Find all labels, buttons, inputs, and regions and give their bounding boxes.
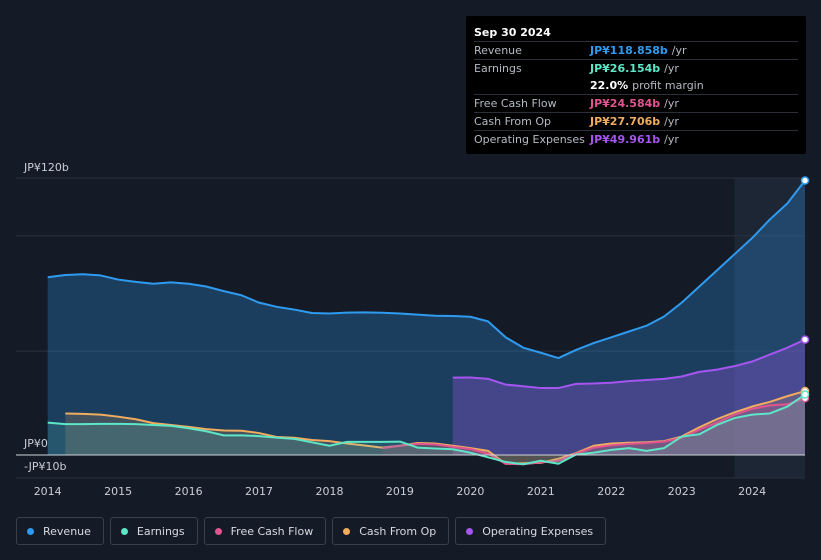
tooltip-row-value: 22.0% [590,79,629,92]
free-cash-flow-area [382,398,805,465]
x-tick-label: 2014 [34,485,62,498]
earnings-area [47,394,806,465]
x-tick-label: 2020 [456,485,484,498]
y-bottom-label: -JP¥10b [24,460,66,473]
y-zero-label: JP¥0 [23,437,48,450]
tooltip-row-label: Revenue [474,44,522,57]
revenue-end-point [800,176,810,185]
earnings-line [47,393,806,466]
tooltip-row: Free Cash Flow JP¥24.584b/yr [474,94,798,112]
tooltip-row-value: JP¥26.154b [590,62,661,75]
tooltip-row: Revenue JP¥118.858b/yr [474,41,798,59]
tooltip-row-unit: /yr [664,115,679,128]
operating-expenses-line [452,338,806,390]
legend-item-earnings[interactable]: Earnings [109,517,198,545]
x-tick-label: 2019 [386,485,414,498]
legend-dot-icon [343,527,351,535]
x-tick-label: 2015 [104,485,132,498]
legend-label: Operating Expenses [482,524,594,538]
tooltip-row-unit: /yr [671,44,687,57]
tooltip-row-value: JP¥118.858b [590,44,668,57]
legend-dot-icon [27,527,34,535]
earnings-end-point [800,390,810,399]
legend: Revenue Earnings Free Cash Flow Cash From O… [16,517,607,545]
tooltip-row: Cash From Op JP¥27.706b/yr [474,112,798,130]
revenue-line [47,179,806,360]
tooltip-row-value: JP¥27.706b [590,115,661,128]
x-tick-label: 2018 [315,485,343,498]
x-tick-label: 2024 [738,485,766,498]
x-tick-label: 2016 [175,485,203,498]
legend-item-free-cash-flow[interactable]: Free Cash Flow [203,517,327,545]
operating-expenses-area [452,339,805,455]
x-tick-label: 2021 [527,485,555,498]
x-tick-label: 2022 [597,485,625,498]
tooltip-row: Operating Expenses JP¥49.961b/yr [474,130,798,148]
legend-label: Revenue [43,524,91,538]
legend-dot-icon [466,527,474,535]
tooltip-row-value: JP¥49.961b [590,133,661,146]
forecast-shade [734,178,805,478]
legend-label: Cash From Op [359,524,437,538]
tooltip-row-label: Free Cash Flow [474,97,557,110]
tooltip-row-unit: /yr [664,133,679,146]
tooltip-panel: Sep 30 2024 Revenue JP¥118.858b/yr Earning… [466,16,806,154]
tooltip-row-label [474,77,590,94]
tooltip-row-unit: profit margin [632,79,704,92]
legend-label: Earnings [136,524,185,538]
x-tick-label: 2023 [668,485,696,498]
free-cash-flow-line [382,397,806,466]
legend-dot-icon [120,527,128,535]
legend-item-revenue[interactable]: Revenue [16,517,104,545]
tooltip-row: Earnings JP¥26.154b/yr [474,59,798,77]
tooltip-date: Sep 30 2024 [474,26,551,39]
tooltip-row-unit: /yr [664,97,679,110]
x-tick-label: 2017 [245,485,273,498]
tooltip-row-label: Operating Expenses [474,133,585,146]
operating-expenses-end-point [800,335,810,344]
tooltip-row: 22.0% profit margin [474,77,798,94]
financial-chart: JP¥120b JP¥0 -JP¥10b 2014 2015 2016 2017 2018 20… [16,161,810,498]
revenue-area [47,180,806,455]
legend-label: Free Cash Flow [230,524,314,538]
legend-item-operating-expenses[interactable]: Operating Expenses [455,517,607,545]
tooltip-row-label: Earnings [474,62,522,75]
y-top-label: JP¥120b [23,161,69,174]
tooltip-row-label: Cash From Op [474,115,552,128]
tooltip-row-unit: /yr [664,62,679,75]
legend-item-cash-from-op[interactable]: Cash From Op [332,517,450,545]
tooltip-row-value: JP¥24.584b [590,97,661,110]
legend-dot-icon [214,527,222,535]
